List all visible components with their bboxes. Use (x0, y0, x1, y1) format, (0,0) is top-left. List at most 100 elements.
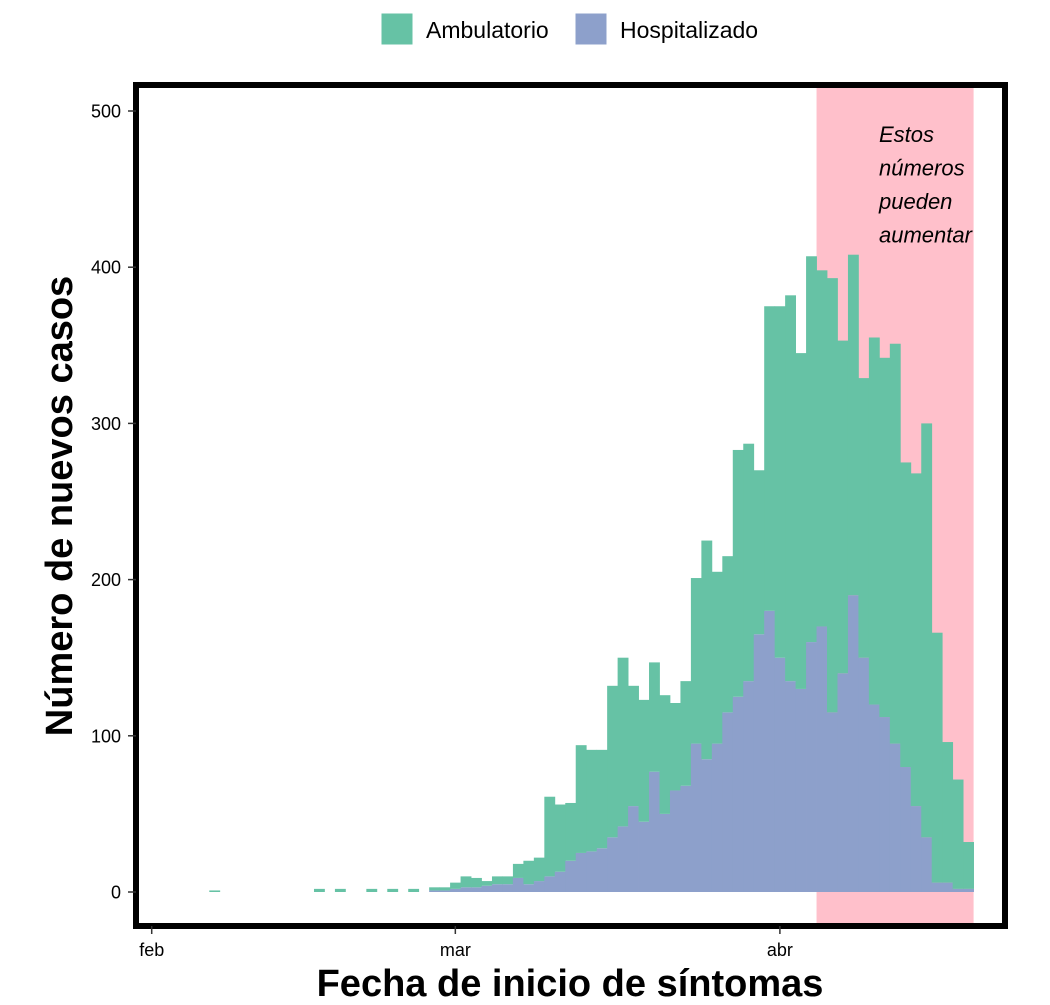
bar-ambulatorio (816, 270, 828, 627)
y-tick-label: 0 (111, 883, 121, 903)
bar-hospitalizado (565, 860, 577, 892)
bar-ambulatorio (942, 742, 954, 883)
bar-ambulatorio (649, 662, 660, 772)
bar-hospitalizado (680, 785, 692, 892)
bar-hospitalizado (450, 888, 461, 892)
bar-hospitalizado (690, 743, 702, 892)
annotation-line: números (879, 156, 965, 181)
bar-hospitalizado (931, 882, 943, 892)
bar-ambulatorio (858, 378, 870, 658)
bar-ambulatorio (628, 685, 639, 807)
annotation-line: pueden (878, 189, 952, 214)
bar-ambulatorio (565, 802, 577, 861)
bar-ambulatorio (732, 449, 744, 697)
bar-hospitalizado (743, 681, 755, 892)
bar-hospitalizado (921, 837, 933, 892)
bar-hospitalizado (785, 681, 797, 892)
bar-hospitalizado (439, 890, 451, 892)
legend-label-hospitalizado: Hospitalizado (620, 17, 758, 43)
bar-hospitalizado (638, 821, 650, 892)
bar-ambulatorio (868, 337, 880, 705)
bar-hospitalizado (827, 712, 838, 892)
bar-ambulatorio (806, 256, 817, 643)
bar-hospitalizado (617, 826, 629, 892)
bar-hospitalizado (732, 696, 744, 892)
bar-hospitalizado (963, 888, 974, 892)
bar-hospitalizado (628, 806, 639, 892)
bar-hospitalizado (910, 806, 922, 892)
bar-hospitalizado (533, 881, 545, 892)
bar-hospitalizado (795, 688, 807, 892)
bar-ambulatorio (879, 357, 891, 718)
bar-hospitalizado (701, 759, 713, 892)
x-axis-title: Fecha de inicio de síntomas (317, 963, 824, 1005)
annotation-line: aumentar (879, 223, 974, 248)
bar-hospitalizado (722, 712, 734, 892)
bar-ambulatorio (659, 695, 671, 814)
bar-ambulatorio (931, 632, 943, 883)
bar-ambulatorio (209, 890, 221, 892)
panel-border (133, 82, 1008, 929)
bars-layer (209, 254, 974, 892)
bar-ambulatorio (743, 443, 755, 682)
bar-hospitalizado (471, 887, 482, 892)
bar-ambulatorio (523, 860, 535, 885)
legend-swatch-ambulatorio (380, 12, 414, 46)
bar-hospitalizado (764, 610, 776, 892)
bar-ambulatorio (387, 888, 399, 892)
bar-ambulatorio (952, 779, 964, 889)
bar-ambulatorio (638, 699, 650, 822)
bar-hospitalizado (544, 876, 556, 892)
bar-ambulatorio (544, 796, 556, 877)
bar-ambulatorio (408, 888, 420, 892)
bar-hospitalizado (586, 851, 598, 892)
bar-ambulatorio (429, 887, 441, 891)
bar-ambulatorio (575, 745, 587, 853)
bar-hospitalizado (596, 848, 608, 892)
y-tick-label: 400 (91, 258, 121, 278)
bar-hospitalizado (847, 595, 859, 892)
bar-hospitalizado (460, 887, 472, 892)
bar-hospitalizado (942, 882, 954, 892)
bar-ambulatorio (607, 685, 619, 838)
bar-hospitalizado (868, 704, 880, 892)
bar-ambulatorio (481, 881, 493, 886)
bar-hospitalizado (481, 885, 493, 892)
bar-hospitalizado (607, 837, 619, 892)
bar-ambulatorio (795, 353, 807, 689)
y-axis: 0 100 200 300 400 500 (91, 102, 136, 903)
bar-ambulatorio (533, 857, 545, 882)
bar-hospitalizado (669, 790, 681, 892)
y-tick-label: 500 (91, 102, 121, 122)
bar-hospitalizado (837, 673, 849, 892)
bar-ambulatorio (827, 278, 838, 713)
bar-hospitalizado (429, 890, 441, 892)
bar-hospitalizado (879, 717, 891, 892)
bar-ambulatorio (921, 423, 933, 838)
bar-ambulatorio (963, 842, 974, 889)
bar-hospitalizado (816, 626, 828, 892)
bar-ambulatorio (711, 571, 723, 744)
bar-ambulatorio (460, 876, 472, 888)
bar-ambulatorio (753, 470, 765, 635)
bar-ambulatorio (313, 888, 325, 892)
bar-hospitalizado (512, 877, 524, 892)
bar-hospitalizado (900, 767, 912, 892)
bar-ambulatorio (764, 306, 776, 611)
bar-hospitalizado (952, 888, 964, 892)
bar-ambulatorio (439, 887, 451, 891)
bar-hospitalizado (774, 657, 786, 892)
bar-ambulatorio (586, 749, 598, 852)
annotation-line: Estos (879, 122, 934, 147)
y-tick-label: 300 (91, 414, 121, 434)
bar-ambulatorio (690, 578, 702, 744)
bar-ambulatorio (617, 657, 629, 827)
bar-ambulatorio (785, 295, 797, 682)
bar-ambulatorio (837, 340, 849, 674)
x-tick-label: abr (767, 940, 793, 960)
bar-ambulatorio (889, 343, 901, 744)
bar-ambulatorio (722, 556, 734, 713)
bar-hospitalizado (858, 657, 870, 892)
bar-ambulatorio (366, 888, 378, 892)
